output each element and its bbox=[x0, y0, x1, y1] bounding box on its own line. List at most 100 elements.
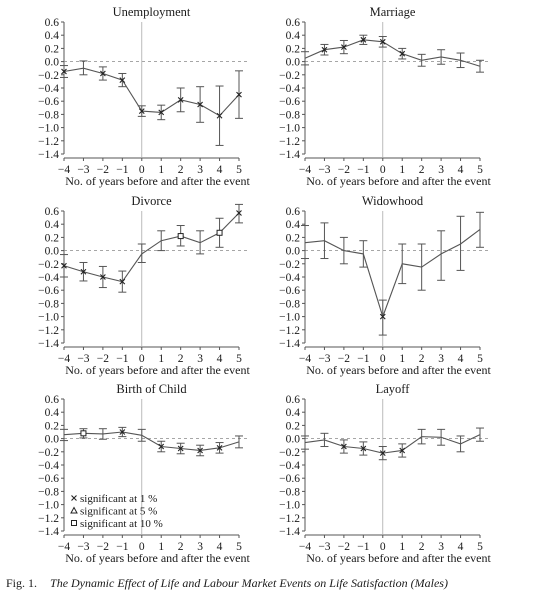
panel-4-xtick-label: 4 bbox=[458, 353, 464, 365]
panel-5-xtick-label: 3 bbox=[197, 541, 203, 553]
panel-5-xtick-label: 2 bbox=[178, 541, 184, 553]
panel-3-title: Divorce bbox=[131, 194, 172, 208]
panel-1-ytick-label: 0.4 bbox=[45, 30, 60, 42]
figure-title: The Dynamic Effect of Life and Labour Ma… bbox=[50, 576, 448, 590]
panel-1-xtick-label: −4 bbox=[58, 164, 70, 176]
panel-4-x-axis-title: No. of years before and after the event bbox=[306, 363, 491, 377]
panel-6-xtick-label: 1 bbox=[399, 541, 405, 553]
panel-5-xtick-label: 1 bbox=[158, 541, 164, 553]
panel-6-xtick-label: 5 bbox=[477, 541, 483, 553]
panel-4-ytick-label: −0.8 bbox=[279, 298, 300, 310]
panel-3-xtick-label: −3 bbox=[77, 353, 89, 365]
panel-1-xtick-label: −3 bbox=[77, 164, 89, 176]
panel-3-point-marker bbox=[177, 233, 184, 240]
panel-3-xtick-label: 0 bbox=[139, 353, 145, 365]
panel-1-ytick-label: −0.8 bbox=[38, 109, 59, 121]
panel-1-point-marker bbox=[100, 70, 106, 77]
panel-5-ytick-label: −1.0 bbox=[38, 500, 59, 512]
panel-2-ytick-label: −0.4 bbox=[279, 83, 300, 95]
panel-1-ytick-label: 0.2 bbox=[45, 43, 60, 55]
panel-1-xtick-label: 5 bbox=[236, 164, 242, 176]
panel-1-xtick-label: 3 bbox=[197, 164, 203, 176]
panel-1-xtick-label: −2 bbox=[97, 164, 109, 176]
panel-3-xtick-label: −1 bbox=[116, 353, 128, 365]
panel-3-ytick-label: 0.6 bbox=[45, 206, 60, 218]
panel-5-ytick-label: 0.6 bbox=[45, 394, 60, 406]
panel-3-ytick-label: −1.0 bbox=[38, 312, 59, 324]
legend-label: significant at 10 % bbox=[80, 518, 163, 530]
panel-6-ytick-label: −0.8 bbox=[279, 486, 300, 498]
panel-1-point-marker bbox=[236, 91, 242, 98]
panel-3-ytick-label: −0.2 bbox=[38, 259, 59, 271]
panel-2-ytick-label: 0.0 bbox=[286, 57, 301, 69]
panel-3-point-marker bbox=[100, 274, 106, 280]
panel-6-ytick-label: 0.0 bbox=[286, 434, 301, 446]
panel-3-point-marker bbox=[61, 262, 67, 269]
panel-2-ytick-label: −1.0 bbox=[279, 123, 300, 135]
panel-3-xtick-label: 5 bbox=[236, 353, 242, 365]
panel-3-xtick-label: 3 bbox=[197, 353, 203, 365]
panel-4-series-line bbox=[304, 229, 481, 319]
panel-3: Divorce0.60.40.20.0−0.2−0.4−0.6−0.8−1.0−… bbox=[38, 194, 250, 377]
panel-1-x-axis-title: No. of years before and after the event bbox=[65, 174, 250, 188]
panel-4-xtick-label: 3 bbox=[438, 353, 444, 365]
panel-3-xtick-label: 4 bbox=[217, 353, 223, 365]
panel-4-point-marker bbox=[379, 313, 386, 320]
panel-3-ytick-label: 0.2 bbox=[45, 232, 60, 244]
panel-2-ytick-label: 0.4 bbox=[286, 30, 301, 42]
panel-2-ytick-label: −0.8 bbox=[279, 109, 300, 121]
panel-4-xtick-label: 0 bbox=[380, 353, 386, 365]
panel-6-xtick-label: 2 bbox=[419, 541, 425, 553]
panel-4-xtick-label: −3 bbox=[318, 353, 330, 365]
panel-2-ytick-label: −0.6 bbox=[279, 96, 300, 108]
panel-3-ytick-label: −1.4 bbox=[38, 338, 59, 350]
panel-2-point-marker bbox=[379, 38, 386, 45]
panel-2-xtick-label: 1 bbox=[399, 164, 405, 176]
panel-2-title: Marriage bbox=[370, 5, 416, 19]
panel-5-x-axis-title: No. of years before and after the event bbox=[65, 551, 250, 565]
panel-6-title: Layoff bbox=[376, 382, 411, 396]
panel-4-ytick-label: 0.2 bbox=[286, 232, 301, 244]
panel-1-point-marker bbox=[197, 101, 203, 108]
panel-5-point-marker bbox=[80, 430, 87, 437]
panel-6-ytick-label: −0.2 bbox=[279, 447, 300, 459]
panel-1-title: Unemployment bbox=[113, 5, 191, 19]
panel-1-ytick-label: −0.2 bbox=[38, 70, 59, 82]
legend-label: significant at 1 % bbox=[80, 493, 157, 505]
panel-1-ytick-label: −1.0 bbox=[38, 123, 59, 135]
panel-4-ytick-label: −0.6 bbox=[279, 285, 300, 297]
panel-6-xtick-label: −4 bbox=[299, 541, 311, 553]
panel-6-ytick-label: 0.6 bbox=[286, 394, 301, 406]
panel-2-xtick-label: −2 bbox=[338, 164, 350, 176]
panel-4-ytick-label: 0.6 bbox=[286, 206, 301, 218]
panel-5-xtick-label: −4 bbox=[58, 541, 70, 553]
panel-1-point-marker bbox=[158, 109, 165, 116]
panel-2-xtick-label: 4 bbox=[458, 164, 464, 176]
panel-3-ytick-label: −1.2 bbox=[38, 325, 59, 337]
panel-2-ytick-label: 0.2 bbox=[286, 43, 301, 55]
panel-2-x-axis-title: No. of years before and after the event bbox=[306, 174, 491, 188]
panel-6-point-marker bbox=[379, 450, 386, 457]
panel-4-xtick-label: 2 bbox=[419, 353, 425, 365]
panel-5-ytick-label: −1.2 bbox=[38, 513, 59, 525]
panel-4-ytick-label: 0.4 bbox=[286, 219, 301, 231]
panel-1-xtick-label: 4 bbox=[217, 164, 223, 176]
figure-caption: Fig. 1. The Dynamic Effect of Life and L… bbox=[6, 576, 546, 591]
panel-2-point-marker bbox=[341, 44, 347, 50]
panel-2-ytick-label: −1.2 bbox=[279, 136, 300, 148]
panel-5-ytick-label: −0.6 bbox=[38, 473, 59, 485]
panel-2-xtick-label: 0 bbox=[380, 164, 386, 176]
panel-6-ytick-label: 0.4 bbox=[286, 407, 301, 419]
panel-3-x-axis-title: No. of years before and after the event bbox=[65, 363, 250, 377]
panel-4-ytick-label: −0.4 bbox=[279, 272, 300, 284]
panel-5-xtick-label: 5 bbox=[236, 541, 242, 553]
panel-5-ytick-label: 0.0 bbox=[45, 434, 60, 446]
panel-5-ytick-label: −0.8 bbox=[38, 486, 59, 498]
panel-3-ytick-label: −0.6 bbox=[38, 285, 59, 297]
panel-4: Widowhood 0.60.40.2 0.0−0.2−0.4−0.6−0.8 −1.… bbox=[279, 194, 491, 377]
panel-1-ytick-label: −1.2 bbox=[38, 136, 59, 148]
panel-5-point-marker bbox=[216, 444, 223, 451]
panel-4-ytick-label: −1.0 bbox=[279, 312, 300, 324]
panel-5: Birth of Child 0.60.40.2 0.0−0.2−0.4−0.6−0… bbox=[38, 382, 250, 565]
